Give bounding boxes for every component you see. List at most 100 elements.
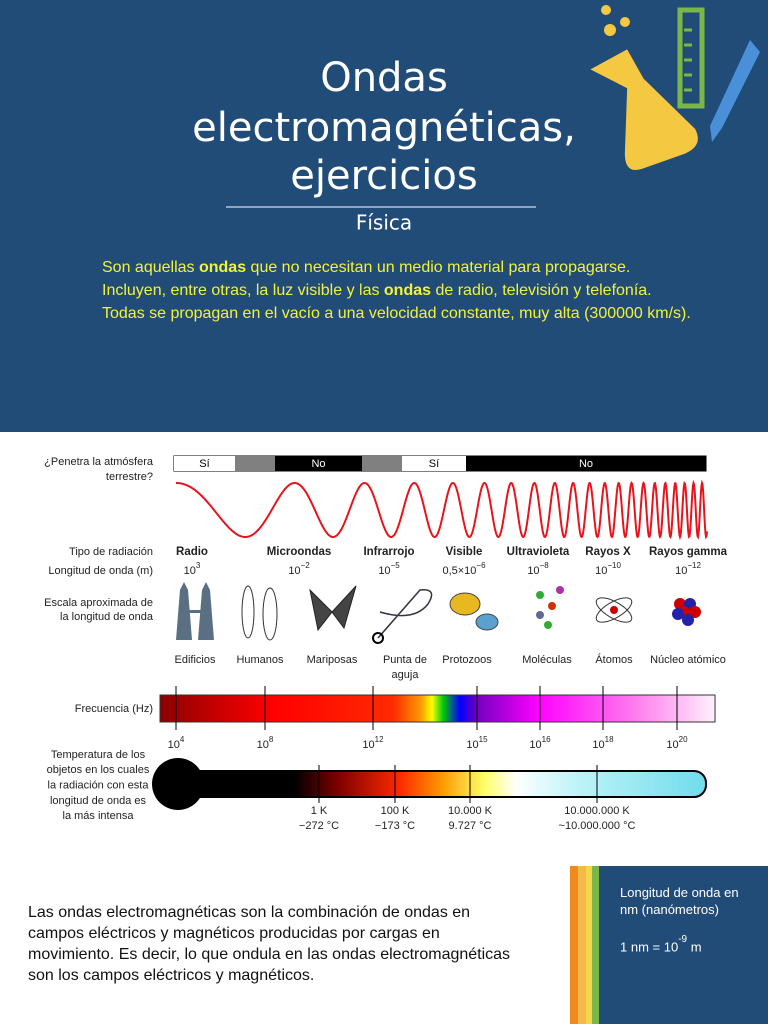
intro-segment: de radio, televisión y telefonía. Todas … xyxy=(102,282,691,322)
temperature-kelvin: 1 K xyxy=(311,805,328,817)
intro-segment: ondas xyxy=(383,282,432,299)
wavelength: 103 xyxy=(184,561,201,577)
subtitle: Física xyxy=(356,211,412,235)
scale-item: Protozoos xyxy=(442,654,492,666)
radiation-name: Infrarrojo xyxy=(363,546,414,558)
stripe xyxy=(570,866,578,1024)
stripe xyxy=(578,866,586,1024)
scale-icon xyxy=(176,582,214,640)
temperature-celsius: 9.727 °C xyxy=(449,820,492,832)
scale-icon xyxy=(672,608,684,620)
temperature-label: longitud de onda es xyxy=(50,795,147,807)
frequency-bar xyxy=(159,694,716,723)
power-base: 10 xyxy=(288,565,300,577)
power-base: 10 xyxy=(466,739,478,751)
temperature-celsius: ~10.000.000 °C xyxy=(559,820,636,832)
body-paragraph: Las ondas electromagnéticas son la combi… xyxy=(28,904,511,984)
power-base: 10 xyxy=(675,565,687,577)
power-exponent: −6 xyxy=(476,561,486,570)
atmosphere-segment xyxy=(402,456,466,471)
scale-icon xyxy=(372,632,384,644)
intro-segment: ondas xyxy=(198,259,247,276)
scale-icon xyxy=(262,587,278,641)
power-base: 0,5×10 xyxy=(442,565,476,577)
power-base: 10 xyxy=(362,739,374,751)
stripe xyxy=(592,866,599,1024)
power-base: 10 xyxy=(592,739,604,751)
scale-icon xyxy=(536,591,544,599)
atmosphere-answer: Sí xyxy=(199,458,209,470)
scale-icon xyxy=(595,597,633,623)
temperature-kelvin: 10.000.000 K xyxy=(564,805,630,817)
temperature-kelvin: 10.000 K xyxy=(448,805,493,817)
scale-icon xyxy=(682,614,694,626)
scale-icon xyxy=(595,597,633,623)
temperature-label: Temperatura de los xyxy=(51,749,146,761)
power-exponent: −12 xyxy=(687,561,701,570)
radiation-name: Rayos X xyxy=(585,546,631,558)
frequency-tick-label: 108 xyxy=(257,735,274,751)
temperature-label: la más intensa xyxy=(63,810,135,822)
scale-icon xyxy=(536,611,544,619)
power-base: 10 xyxy=(257,739,269,751)
scale-icon xyxy=(674,598,686,610)
scale-item: Mariposas xyxy=(307,654,358,666)
power-exponent: 15 xyxy=(479,735,488,744)
title-line: electromagnéticas, xyxy=(192,105,576,151)
scale-icon xyxy=(475,613,499,631)
power-exponent: 20 xyxy=(679,735,688,744)
power-base: 10 xyxy=(666,739,678,751)
scale-label: Escala aproximada de xyxy=(44,597,153,609)
atmosphere-answer: No xyxy=(579,458,593,470)
scale-item: Átomos xyxy=(595,653,633,666)
temperature-kelvin: 100 K xyxy=(381,805,410,817)
scale-icon xyxy=(186,610,202,613)
power-base: 10 xyxy=(168,739,180,751)
power-exponent: 18 xyxy=(605,735,614,744)
scale-item: aguja xyxy=(392,669,420,681)
scale-icon xyxy=(377,589,433,639)
equation-unit: m xyxy=(690,939,702,955)
wavelength: 10−10 xyxy=(595,561,621,577)
wavelength: 0,5×10−6 xyxy=(442,561,486,577)
power-base: 10 xyxy=(595,565,607,577)
frequency-label: Frecuencia (Hz) xyxy=(75,703,153,715)
scale-label: la longitud de onda xyxy=(60,611,154,623)
power-exponent: −2 xyxy=(301,561,311,570)
atmosphere-segment xyxy=(275,456,362,471)
atmosphere-label: ¿Penetra la atmósfera xyxy=(44,456,154,468)
title-line: Ondas xyxy=(320,55,448,101)
power-exponent: −10 xyxy=(607,561,621,570)
atmosphere-segment xyxy=(466,456,706,471)
atmosphere-answer: No xyxy=(311,458,325,470)
intro-paragraph: Son aquellas ondas que no necesitan un m… xyxy=(102,256,692,325)
frequency-tick-label: 1015 xyxy=(466,735,488,751)
radiation-name: Radio xyxy=(176,546,208,558)
power-base: 10 xyxy=(184,565,196,577)
power-exponent: 12 xyxy=(375,735,384,744)
power-base: 10 xyxy=(529,739,541,751)
radiation-name: Rayos gamma xyxy=(649,546,728,558)
frequency-tick-label: 1020 xyxy=(666,735,688,751)
frequency-tick-label: 1016 xyxy=(529,735,551,751)
frequency-tick-label: 1018 xyxy=(592,735,614,751)
frequency-tick-label: 1012 xyxy=(362,735,384,751)
power-exponent: 8 xyxy=(269,735,274,744)
wavelength: 10−8 xyxy=(527,561,549,577)
atmosphere-segment xyxy=(235,456,275,471)
scale-icon xyxy=(544,621,552,629)
scale-item: Núcleo atómico xyxy=(650,654,726,666)
frequency-tick-label: 104 xyxy=(168,735,185,751)
temperature-label: la radiación con esta xyxy=(48,780,150,792)
scale-item: Humanos xyxy=(236,654,284,666)
sidebar-background xyxy=(570,866,768,1024)
temperature-celsius: −272 °C xyxy=(299,820,339,832)
temperature-celsius: −173 °C xyxy=(375,820,415,832)
temperature-label: objetos en los cuales xyxy=(47,764,150,776)
atmosphere-segment xyxy=(174,456,235,471)
equation-exponent: -9 xyxy=(678,934,688,945)
sidebar-equation: 1 nm = 10-9 m xyxy=(620,934,702,955)
scale-icon xyxy=(449,592,481,616)
